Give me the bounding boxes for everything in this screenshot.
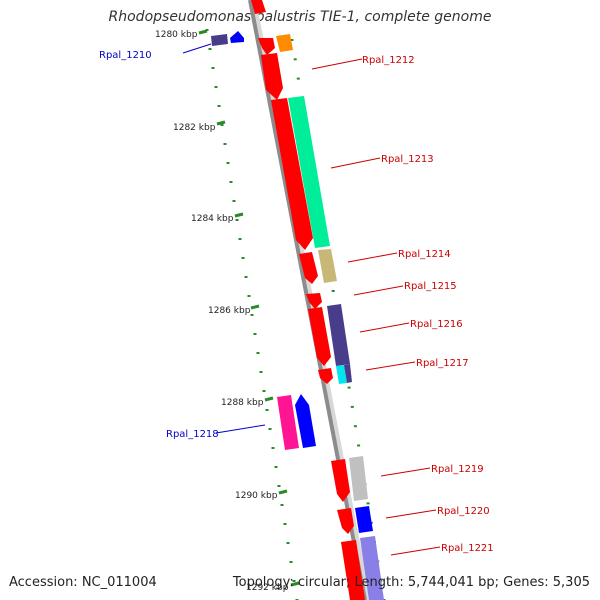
gene-rpal-1217-slate[interactable] <box>344 364 352 383</box>
gene-rpal-1213-red[interactable] <box>271 98 313 250</box>
gene-rpal-1221[interactable] <box>360 536 384 600</box>
scale-dot <box>205 29 209 31</box>
genome-backbone <box>248 0 367 600</box>
gene-features <box>211 0 384 600</box>
gene-label-rpal-1218[interactable]: Rpal_1218 <box>166 429 219 440</box>
scale-dot <box>280 504 284 506</box>
gene-label-rpal-1210[interactable]: Rpal_1210 <box>99 50 152 61</box>
scale-dot <box>217 105 221 107</box>
scale-ticks <box>198 29 300 587</box>
scale-dot <box>256 352 260 354</box>
gene-rpal-1219-red[interactable] <box>331 459 350 502</box>
gene-rpal-1210-slate[interactable] <box>211 34 228 46</box>
gene-rpal-1214[interactable] <box>318 249 337 283</box>
scale-dot <box>357 444 361 447</box>
scale-dot <box>265 409 269 411</box>
gene-label-rpal-1221[interactable]: Rpal_1221 <box>441 543 494 554</box>
gene-label-rpal-1212[interactable]: Rpal_1212 <box>362 55 415 66</box>
scale-dot <box>290 39 294 41</box>
scale-dot <box>211 67 215 69</box>
scale-dot <box>232 200 236 202</box>
scale-label-1280: 1280 kbp <box>155 30 198 40</box>
gene-label-rpal-1219[interactable]: Rpal_1219 <box>431 464 484 475</box>
scale-dot <box>244 276 248 278</box>
scale-dot <box>350 405 354 408</box>
scale-dot <box>289 561 293 563</box>
scale-dot <box>271 447 275 449</box>
scale-dot <box>296 77 300 80</box>
gene-label-rpal-1213[interactable]: Rpal_1213 <box>381 154 434 165</box>
scale-dot <box>353 425 357 428</box>
scale-label-1290: 1290 kbp <box>235 491 278 501</box>
gene-rpal-1221-red[interactable] <box>341 540 365 600</box>
gene-rpal-1219[interactable] <box>349 456 368 501</box>
scale-dot <box>331 290 335 292</box>
scale-dot <box>292 580 296 582</box>
scale-label-1282: 1282 kbp <box>173 123 216 133</box>
gene-label-rpal-1215[interactable]: Rpal_1215 <box>404 281 457 292</box>
scale-dot <box>250 314 254 316</box>
gene-top-red[interactable] <box>251 0 266 14</box>
scale-dot <box>259 371 263 373</box>
gene-rpal-1217-red[interactable] <box>318 368 333 384</box>
scale-dot <box>274 466 278 468</box>
scale-dot <box>208 48 212 50</box>
scale-dot <box>293 58 297 61</box>
gene-rpal-1211-red[interactable] <box>258 38 275 55</box>
scale-dot <box>277 485 281 487</box>
scale-dot <box>241 257 245 259</box>
scale-dot <box>220 124 224 126</box>
gene-rpal-1220[interactable] <box>355 506 373 533</box>
gene-rpal-1218-pink[interactable] <box>277 395 299 450</box>
gene-rpal-1215[interactable] <box>306 293 322 309</box>
scale-dot <box>347 386 351 389</box>
gene-rpal-1214-red[interactable] <box>299 252 318 284</box>
scale-label-1286: 1286 kbp <box>208 306 251 316</box>
gene-rpal-1217[interactable] <box>336 365 347 384</box>
gene-label-leaders <box>182 43 441 556</box>
scale-dot <box>253 333 257 335</box>
gene-rpal-1212[interactable] <box>261 53 283 100</box>
scale-label-1288: 1288 kbp <box>221 398 264 408</box>
gene-label-rpal-1217[interactable]: Rpal_1217 <box>416 358 469 369</box>
scale-dot <box>238 238 242 240</box>
accession-text: Accession: NC_011004 <box>9 575 157 590</box>
gene-rpal-1216[interactable] <box>327 304 350 366</box>
gene-label-rpal-1214[interactable]: Rpal_1214 <box>398 249 451 260</box>
scale-dot <box>286 542 290 544</box>
scale-dot <box>366 502 370 505</box>
gene-label-rpal-1220[interactable]: Rpal_1220 <box>437 506 490 517</box>
scale-label-1292: 1292 kbp <box>246 583 289 593</box>
gene-rpal-1220-red[interactable] <box>337 508 354 534</box>
scale-dot <box>223 143 227 145</box>
scale-dot <box>247 295 251 297</box>
gene-rpal-1210[interactable] <box>230 31 244 43</box>
scale-dot <box>226 162 230 164</box>
scale-dot <box>235 219 239 221</box>
gene-rpal-1213[interactable] <box>288 96 330 248</box>
genome-title: Rhodopseudomonas palustris TIE-1, comple… <box>108 9 492 25</box>
scale-dot <box>262 390 266 392</box>
scale-dot <box>214 86 218 88</box>
topology-text: Topology: circular; Length: 5,744,041 bp… <box>232 575 590 590</box>
scale-label-1284: 1284 kbp <box>191 214 234 224</box>
gene-rpal-1216-red[interactable] <box>308 307 331 366</box>
scale-dot <box>283 523 287 525</box>
gene-rpal-1218[interactable] <box>295 394 316 448</box>
gene-label-rpal-1216[interactable]: Rpal_1216 <box>410 319 463 330</box>
scale-dot <box>229 181 233 183</box>
gene-rpal-1211-orange[interactable] <box>276 34 293 52</box>
scale-dot <box>268 428 272 430</box>
